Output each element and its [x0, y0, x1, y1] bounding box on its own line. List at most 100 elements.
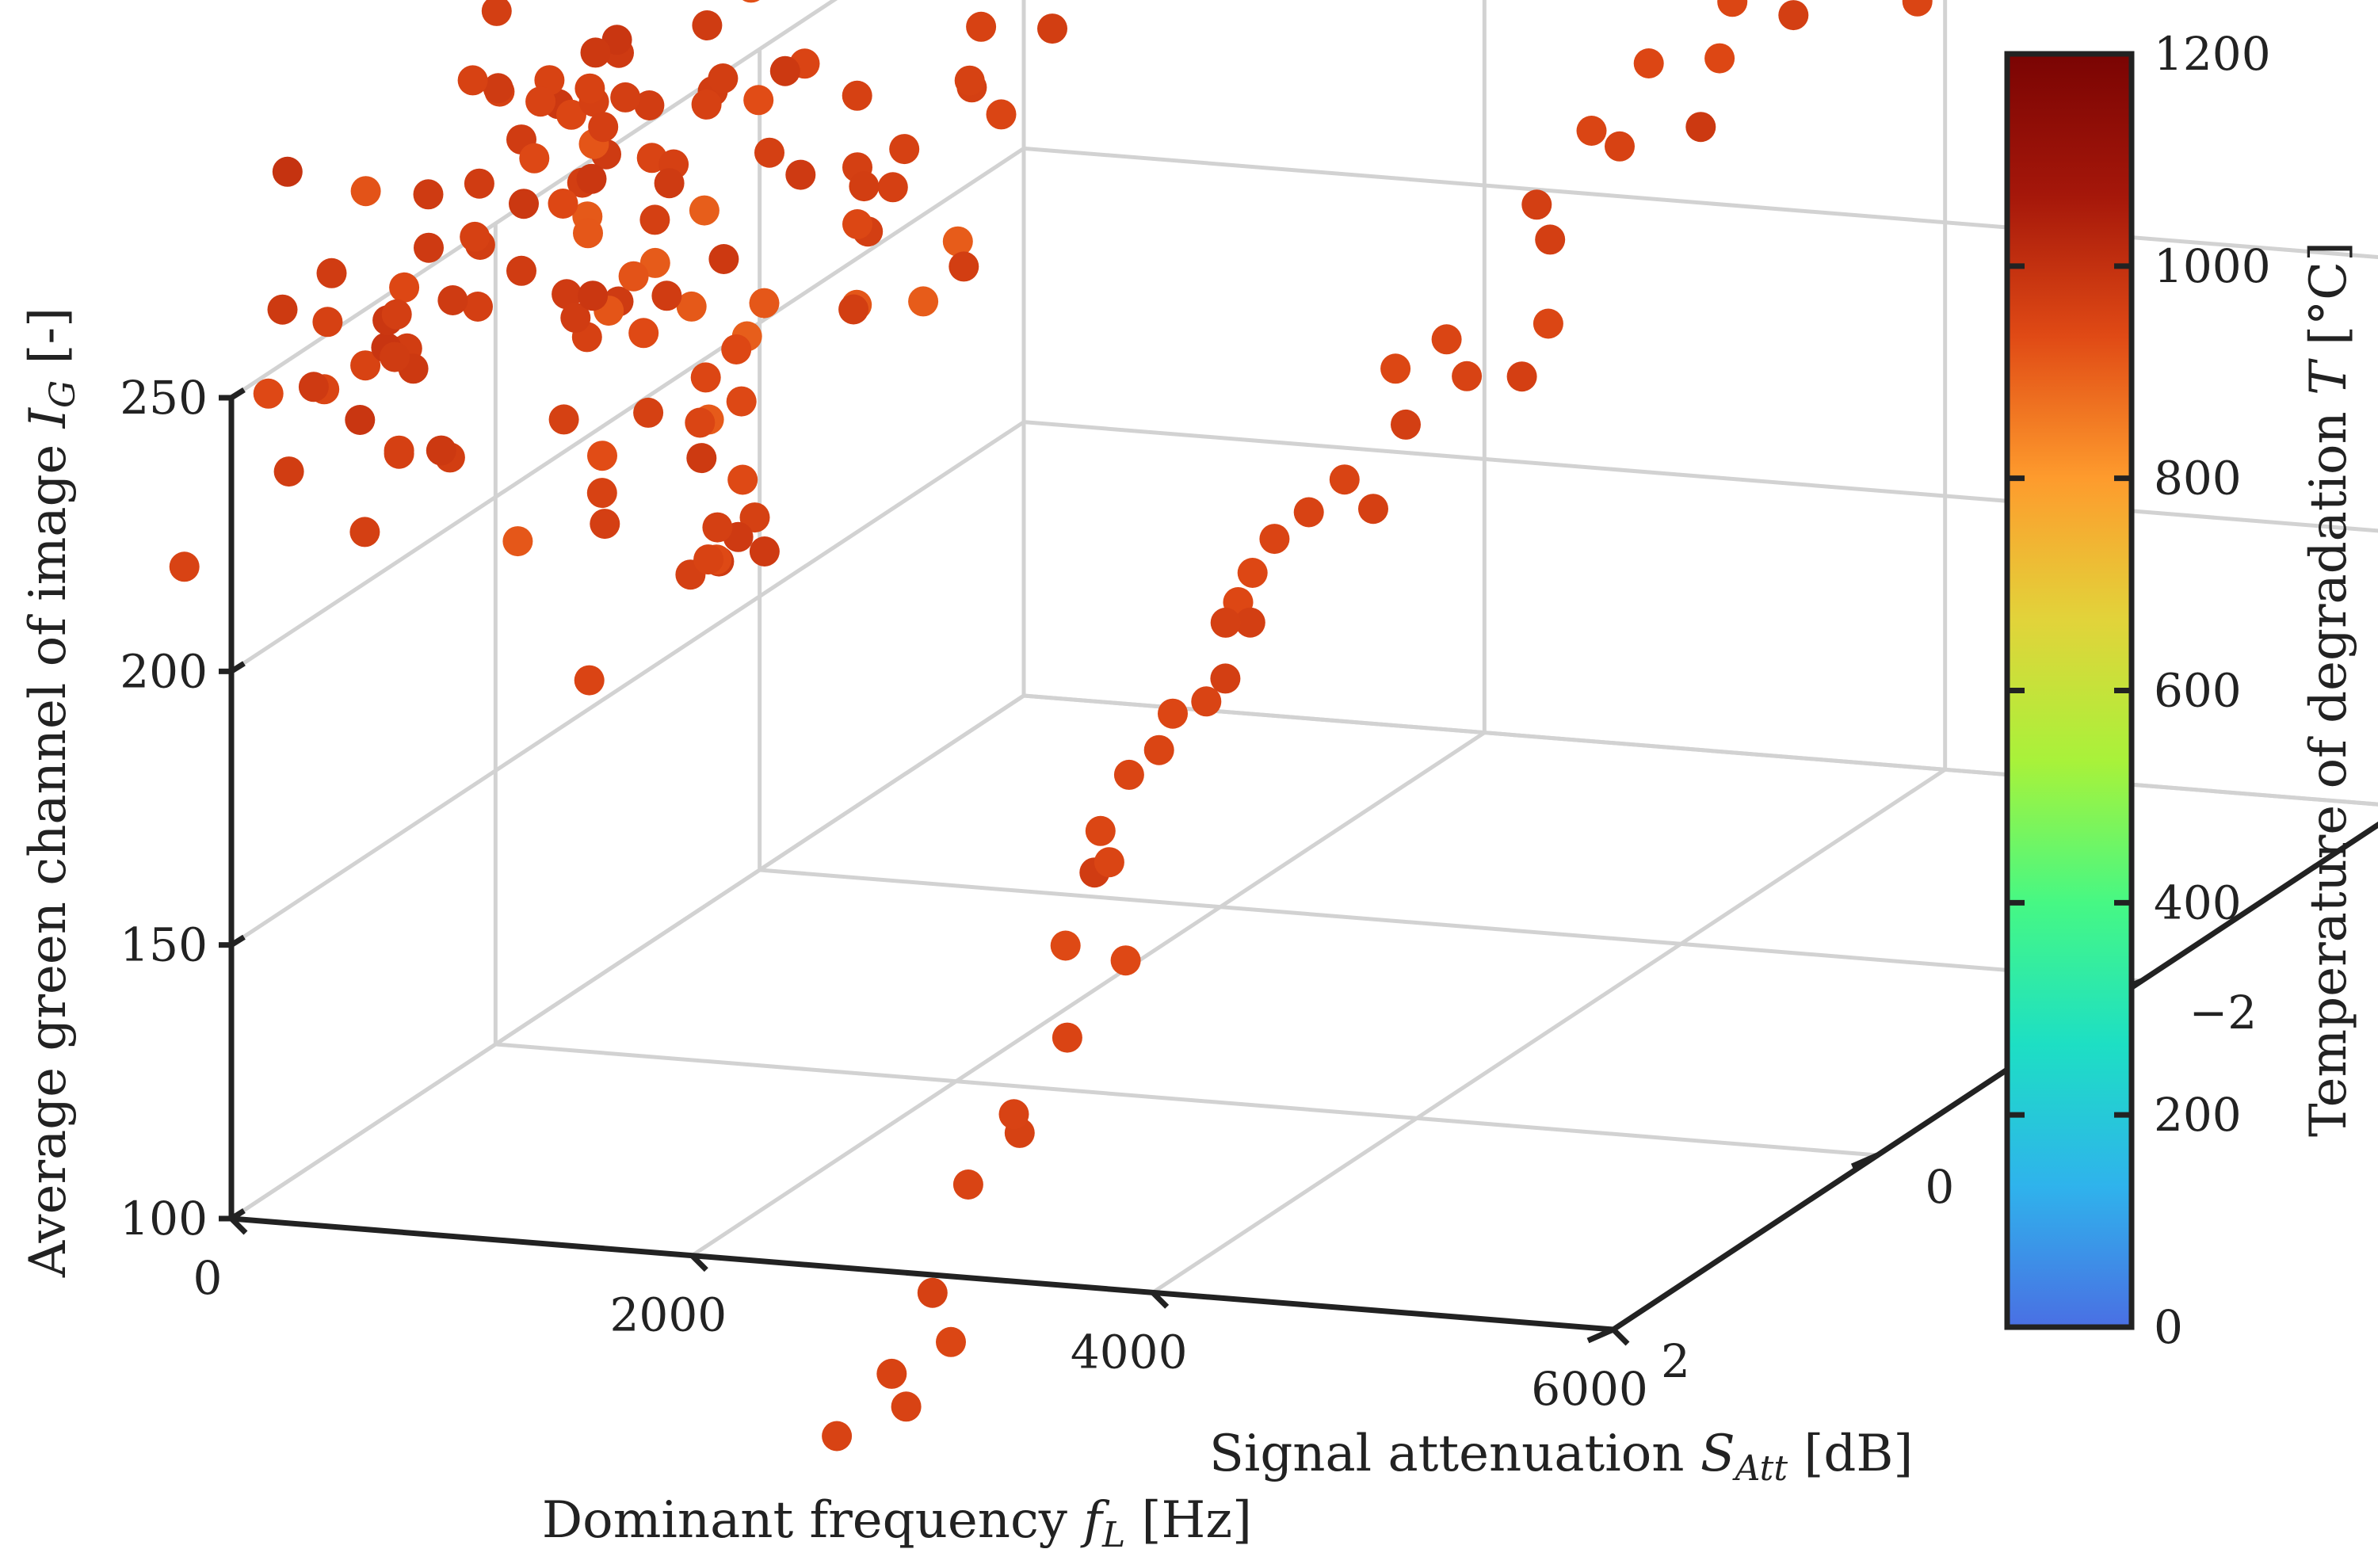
data-point [889, 134, 920, 165]
grid-line [759, 868, 2142, 983]
colorbar-tick-label: 800 [2154, 452, 2242, 505]
z-tick-label: 150 [120, 918, 208, 972]
z-axis-label: Average green channel of image IG [-] [19, 307, 83, 1278]
data-point [272, 156, 303, 187]
data-point [692, 10, 723, 40]
data-point [350, 176, 381, 207]
data-point [580, 37, 611, 68]
data-point [578, 280, 609, 311]
data-point [587, 441, 617, 471]
data-point [949, 251, 979, 282]
data-point [169, 551, 200, 582]
data-point [1191, 686, 1222, 717]
z-tick-mark [230, 1208, 246, 1221]
data-point [1158, 698, 1188, 729]
data-point [702, 512, 733, 543]
data-point [560, 303, 591, 334]
data-point [1143, 734, 1174, 765]
data-point [1605, 131, 1635, 162]
data-point [1704, 43, 1735, 74]
data-point [574, 73, 605, 104]
x-tick-label: 2000 [610, 1288, 727, 1342]
colorbar-label: Temperature of degradation T [°C] [2300, 242, 2358, 1137]
data-point [588, 112, 619, 143]
data-point [726, 386, 757, 417]
grid-line [230, 420, 1025, 947]
data-point [457, 65, 488, 96]
data-point [654, 168, 685, 199]
z-tick-mark [230, 387, 246, 400]
data-point [822, 1421, 853, 1452]
colorbar-tick-label: 0 [2154, 1300, 2183, 1354]
y-tick-label: 0 [1925, 1160, 1954, 1214]
data-point [676, 291, 707, 322]
data-point [954, 65, 985, 96]
data-point [1237, 558, 1268, 588]
x-tick-mark [689, 1253, 708, 1272]
data-point [1037, 13, 1067, 44]
grid-line [230, 0, 838, 400]
data-point [639, 247, 670, 278]
data-point [908, 286, 939, 317]
data-point [708, 63, 739, 93]
x-axis-line [231, 1215, 1614, 1333]
data-point [1576, 116, 1607, 146]
z-tick-label: 200 [120, 644, 208, 698]
x-axis-label: Dominant frequency fL [Hz] [542, 1491, 1252, 1555]
data-point [463, 292, 493, 322]
y-tick-mark [1850, 1152, 1879, 1169]
colorbar-tick-label: 1000 [2154, 239, 2271, 293]
data-point [936, 1326, 966, 1357]
data-point [1293, 497, 1324, 528]
y-tick-mark [1586, 1326, 1615, 1344]
data-point [1431, 324, 1462, 355]
data-point [917, 1277, 948, 1308]
y-axis-line [1612, 821, 2378, 1332]
data-point [1210, 663, 1241, 694]
data-point [1633, 48, 1664, 78]
data-point [986, 99, 1017, 130]
data-point [1533, 308, 1563, 339]
data-point [414, 232, 444, 263]
data-point [502, 526, 533, 557]
data-point [785, 159, 816, 190]
data-point [413, 179, 444, 210]
data-point [345, 405, 376, 435]
data-point [548, 404, 579, 435]
data-point [548, 189, 578, 219]
grid-line [495, 1042, 1878, 1158]
colorbar-tick-label: 1200 [2154, 27, 2271, 81]
data-point [769, 55, 800, 86]
data-point [876, 1358, 907, 1389]
data-point [380, 341, 410, 372]
data-point [877, 172, 908, 203]
data-point [743, 85, 774, 116]
data-point [749, 288, 780, 319]
data-point [1902, 0, 1933, 17]
data-point [298, 372, 329, 402]
data-point [384, 438, 414, 469]
data-point [628, 318, 659, 349]
data-point [691, 89, 722, 120]
data-point [460, 221, 490, 252]
data-point [349, 517, 380, 547]
data-point [1685, 112, 1716, 143]
data-points [169, 0, 1933, 1452]
data-point [754, 137, 784, 168]
data-point [842, 80, 872, 111]
x-tick-mark [1151, 1290, 1170, 1309]
colorbar-ticks: 0 200 400 600 800 1000 1200 [2007, 27, 2271, 1354]
data-point [639, 204, 670, 235]
data-point [576, 163, 607, 194]
data-point [849, 171, 880, 202]
data-point [556, 99, 586, 130]
z-tick-mark [230, 934, 246, 948]
data-point [1085, 815, 1116, 846]
grid-line [690, 731, 1486, 1257]
data-point [952, 1169, 983, 1200]
data-point [634, 90, 665, 120]
x-tick-mark [1611, 1327, 1630, 1346]
y-tick-label: 2 [1661, 1334, 1690, 1388]
z-tick-label: 100 [120, 1192, 208, 1246]
